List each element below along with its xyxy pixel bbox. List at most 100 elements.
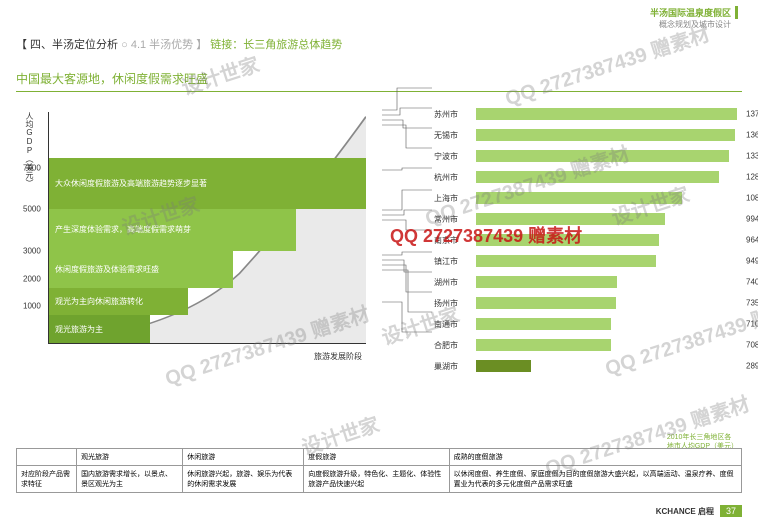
- stage-band: 大众休闲度假旅游及高端旅游趋势逐步显著: [49, 158, 366, 209]
- bar-row: 镇江市9496: [434, 251, 742, 271]
- bar-city: 南通市: [434, 319, 476, 330]
- bar-city: 无锡市: [434, 130, 476, 141]
- bar-track: 9946: [476, 213, 742, 225]
- bar-track: 7408: [476, 276, 742, 288]
- bar-row: 杭州市12806: [434, 167, 742, 187]
- bar-city: 杭州市: [434, 172, 476, 183]
- bar-fill: 9642: [476, 234, 659, 246]
- bar-value: 13744: [746, 110, 758, 119]
- stage-chart: 人均GDP（美元） 1000 2000 3000 5000 7000 观光旅游为主观光为主…: [16, 104, 366, 364]
- bar-value: 7087: [746, 341, 758, 350]
- table-cell: 国内旅游需求增长，以景点、景区观光为主: [77, 466, 183, 493]
- table-header: 休闲旅游: [183, 449, 304, 466]
- bar-fill: 7108: [476, 318, 611, 330]
- bar-row: 扬州市7354: [434, 293, 742, 313]
- y-tick: 2000: [23, 274, 41, 283]
- y-tick: 5000: [23, 205, 41, 214]
- bar-row: 湖州市7408: [434, 272, 742, 292]
- bar-track: 12806: [476, 171, 742, 183]
- table-header: 观光旅游: [77, 449, 183, 466]
- breadcrumb-3: 链接：长三角旅游总体趋势: [210, 39, 342, 51]
- footer: KCHANCE 启程 37: [656, 505, 742, 517]
- bar-fill: 10827: [476, 192, 682, 204]
- bar-row: 常州市9946: [434, 209, 742, 229]
- bar-city: 扬州市: [434, 298, 476, 309]
- y-tick: 3000: [23, 246, 41, 255]
- bar-row: 上海市10827: [434, 188, 742, 208]
- bar-track: 7108: [476, 318, 742, 330]
- bar-city: 南京市: [434, 235, 476, 246]
- table-row-label: 对应阶段产品需求特征: [17, 466, 77, 493]
- bar-fill: 7408: [476, 276, 617, 288]
- bar-city: 镇江市: [434, 256, 476, 267]
- bar-row: 巢湖市2895: [434, 356, 742, 376]
- bar-track: 7087: [476, 339, 742, 351]
- table-header: 成熟的度假旅游: [449, 449, 741, 466]
- bar-value: 13321: [746, 152, 758, 161]
- bar-fill: 12806: [476, 171, 719, 183]
- table-cell: 休闲旅游兴起，旅游、娱乐为代表的休闲需求发展: [183, 466, 304, 493]
- stage-band: 产生深度体验需求，高端度假需求萌芽: [49, 209, 296, 251]
- subtitle: 中国最大客源地，休闲度假需求旺盛: [16, 70, 742, 92]
- breadcrumb: 【 四、半汤定位分析 ○ 4.1 半汤优势 】 链接：长三角旅游总体趋势: [16, 36, 742, 52]
- stage-band: 观光旅游为主: [49, 315, 150, 343]
- watermark: QQ 2727387439 赠素材: [501, 18, 713, 112]
- bar-city: 巢湖市: [434, 361, 476, 372]
- bar-row: 宁波市13321: [434, 146, 742, 166]
- bar-track: 9642: [476, 234, 742, 246]
- bar-fill: 13615: [476, 129, 735, 141]
- bar-row: 苏州市13744: [434, 104, 742, 124]
- bar-fill: 9946: [476, 213, 665, 225]
- bar-track: 9496: [476, 255, 742, 267]
- bar-fill: 7354: [476, 297, 616, 309]
- breadcrumb-1: 【 四、半汤定位分析: [16, 39, 118, 51]
- y-axis-label: 人均GDP（美元）: [24, 112, 35, 187]
- bar-fill: 13321: [476, 150, 729, 162]
- bar-city: 苏州市: [434, 109, 476, 120]
- stage-band: 休闲度假旅游及体验需求旺盛: [49, 251, 233, 288]
- bar-row: 南京市9642: [434, 230, 742, 250]
- bar-city: 常州市: [434, 214, 476, 225]
- stage-band: 观光为主向休闲旅游转化: [49, 288, 188, 316]
- header-right: 半汤国际温泉度假区 概念规划及城市设计: [650, 6, 738, 30]
- bar-value: 7354: [746, 299, 758, 308]
- bar-fill: 9496: [476, 255, 656, 267]
- bar-row: 合肥市7087: [434, 335, 742, 355]
- connector-lines: [382, 80, 432, 340]
- bar-row: 无锡市13615: [434, 125, 742, 145]
- bar-row: 南通市7108: [434, 314, 742, 334]
- table-header: 度假旅游: [304, 449, 449, 466]
- bar-track: 13615: [476, 129, 742, 141]
- bar-fill: 7087: [476, 339, 611, 351]
- bar-track: 2895: [476, 360, 742, 372]
- bar-track: 7354: [476, 297, 742, 309]
- bar-city: 合肥市: [434, 340, 476, 351]
- bar-value: 7108: [746, 320, 758, 329]
- y-tick: 1000: [23, 302, 41, 311]
- table-header: [17, 449, 77, 466]
- bar-value: 12806: [746, 173, 758, 182]
- page-number: 37: [720, 505, 742, 517]
- bar-fill: 13744: [476, 108, 737, 120]
- header-title-1: 半汤国际温泉度假区: [650, 6, 738, 19]
- stage-table: 观光旅游休闲旅游度假旅游成熟的度假旅游 对应阶段产品需求特征国内旅游需求增长，以…: [16, 448, 742, 493]
- bar-city: 宁波市: [434, 151, 476, 162]
- footer-logo: KCHANCE 启程: [656, 506, 714, 517]
- bar-value: 10827: [746, 194, 758, 203]
- bar-value: 13615: [746, 131, 758, 140]
- bar-value: 9642: [746, 236, 758, 245]
- table-cell: 向度假旅游升级，特色化、主题化、体验性旅游产品快速兴起: [304, 466, 449, 493]
- bar-track: 13321: [476, 150, 742, 162]
- header-title-2: 概念规划及城市设计: [650, 19, 738, 30]
- bar-fill: 2895: [476, 360, 531, 372]
- bar-city: 上海市: [434, 193, 476, 204]
- x-axis-label: 旅游发展阶段: [314, 351, 362, 362]
- bar-track: 10827: [476, 192, 742, 204]
- bar-value: 9496: [746, 257, 758, 266]
- bar-track: 13744: [476, 108, 742, 120]
- y-tick: 7000: [23, 163, 41, 172]
- bar-value: 7408: [746, 278, 758, 287]
- bar-city: 湖州市: [434, 277, 476, 288]
- table-cell: 以休闲度假、养生度假、家庭度假为目的度假旅游大盛兴起，以高端运动、温泉疗养、度假…: [449, 466, 741, 493]
- bar-value: 2895: [746, 362, 758, 371]
